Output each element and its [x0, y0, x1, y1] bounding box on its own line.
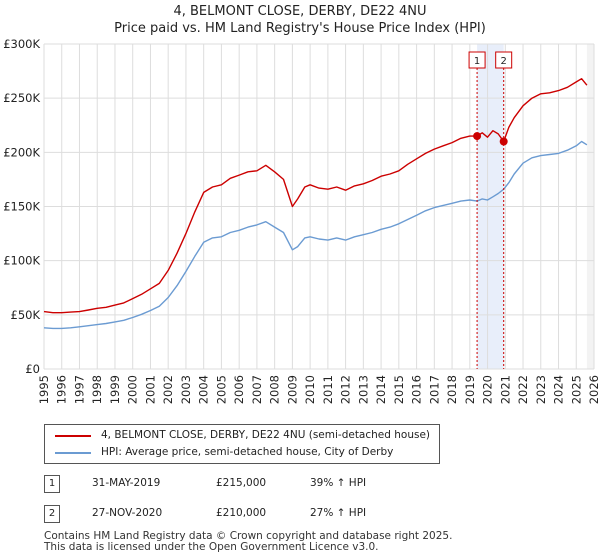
sale-row: 2 27-NOV-2020 £210,000 27% ↑ HPI [44, 505, 464, 525]
x-tick-label: 2020 [481, 375, 495, 404]
x-tick-label: 2017 [427, 375, 441, 404]
y-tick-label: £150K [3, 200, 40, 214]
x-tick-label: 2023 [534, 375, 548, 404]
x-tick-label: 2007 [250, 375, 264, 404]
x-tick-label: 2019 [463, 375, 477, 404]
x-tick-label: 2024 [552, 375, 566, 404]
legend-swatch-property [55, 435, 91, 437]
sale-number-badge: 2 [44, 505, 60, 523]
sale-date: 31-MAY-2019 [92, 477, 161, 489]
sale-hpi-change: 27% ↑ HPI [310, 507, 367, 519]
y-tick-label: £50K [11, 308, 41, 322]
y-tick-label: £200K [3, 145, 40, 159]
x-tick-label: 2009 [285, 375, 299, 404]
chart-title: 4, BELMONT CLOSE, DERBY, DE22 4NU [173, 4, 427, 19]
x-tick-label: 2021 [498, 375, 512, 404]
x-tick-label: 2013 [356, 375, 370, 404]
x-tick-label: 2004 [197, 375, 211, 404]
legend: 4, BELMONT CLOSE, DERBY, DE22 4NU (semi-… [44, 424, 440, 464]
legend-item-property: 4, BELMONT CLOSE, DERBY, DE22 4NU (semi-… [45, 428, 439, 444]
x-tick-label: 2000 [126, 375, 140, 404]
sale-price: £215,000 [216, 477, 267, 489]
x-tick-label: 2002 [161, 375, 175, 404]
x-tick-label: 2016 [410, 375, 424, 404]
y-tick-label: £100K [3, 254, 40, 268]
x-tick-label: 1998 [90, 375, 104, 404]
sale-label: 1 [474, 56, 480, 67]
y-tick-label: £250K [3, 91, 40, 105]
x-tick-label: 2011 [321, 375, 335, 404]
y-tick-label: £0 [25, 362, 40, 376]
x-tick-label: 1995 [37, 375, 51, 404]
sale-number-badge: 1 [44, 475, 60, 493]
footer: Contains HM Land Registry data © Crown c… [44, 531, 452, 553]
sale-point [473, 132, 482, 141]
chart-subtitle: Price paid vs. HM Land Registry's House … [114, 21, 486, 36]
sale-point [499, 137, 508, 146]
x-tick-label: 2018 [445, 375, 459, 404]
legend-label-hpi: HPI: Average price, semi-detached house,… [101, 446, 394, 458]
sale-row: 1 31-MAY-2019 £215,000 39% ↑ HPI [44, 475, 464, 495]
sale-label-box [495, 51, 513, 69]
x-tick-label: 2010 [303, 375, 317, 404]
sale-label: 2 [501, 56, 507, 67]
sale-label-box [468, 51, 486, 69]
x-tick-label: 1996 [55, 375, 69, 404]
x-tick-label: 2026 [587, 375, 600, 404]
legend-item-hpi: HPI: Average price, semi-detached house,… [45, 445, 439, 461]
x-tick-label: 2025 [569, 375, 583, 404]
x-tick-label: 2005 [214, 375, 228, 404]
y-tick-label: £300K [3, 37, 40, 51]
sale-hpi-change: 39% ↑ HPI [310, 477, 367, 489]
x-tick-label: 2014 [374, 375, 388, 404]
x-tick-label: 2001 [143, 375, 157, 404]
x-tick-label: 2012 [339, 375, 353, 404]
x-tick-label: 2003 [179, 375, 193, 404]
legend-swatch-hpi [55, 452, 91, 454]
footer-copyright: Contains HM Land Registry data © Crown c… [44, 530, 453, 542]
x-tick-label: 2022 [516, 375, 530, 404]
x-tick-label: 1997 [72, 375, 86, 404]
legend-label-property: 4, BELMONT CLOSE, DERBY, DE22 4NU (semi-… [101, 429, 431, 441]
footer-licence: This data is licensed under the Open Gov… [44, 541, 379, 553]
sale-price: £210,000 [216, 507, 267, 519]
x-tick-label: 2006 [232, 375, 246, 404]
x-tick-label: 2008 [268, 375, 282, 404]
sale-date: 27-NOV-2020 [92, 507, 163, 519]
x-tick-label: 1999 [108, 375, 122, 404]
x-tick-label: 2015 [392, 375, 406, 404]
